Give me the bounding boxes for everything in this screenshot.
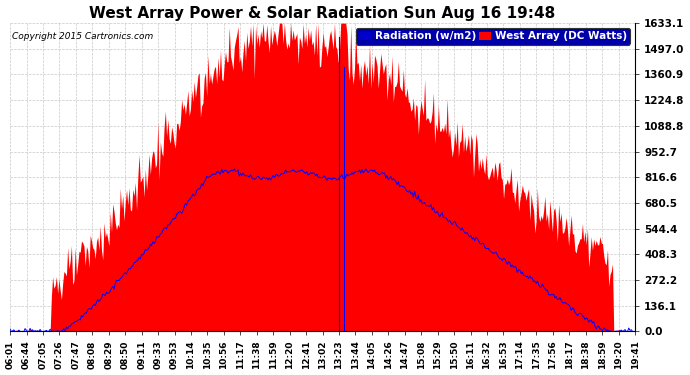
Text: Copyright 2015 Cartronics.com: Copyright 2015 Cartronics.com — [12, 32, 153, 41]
Title: West Array Power & Solar Radiation Sun Aug 16 19:48: West Array Power & Solar Radiation Sun A… — [90, 6, 555, 21]
Legend: Radiation (w/m2), West Array (DC Watts): Radiation (w/m2), West Array (DC Watts) — [356, 28, 630, 45]
